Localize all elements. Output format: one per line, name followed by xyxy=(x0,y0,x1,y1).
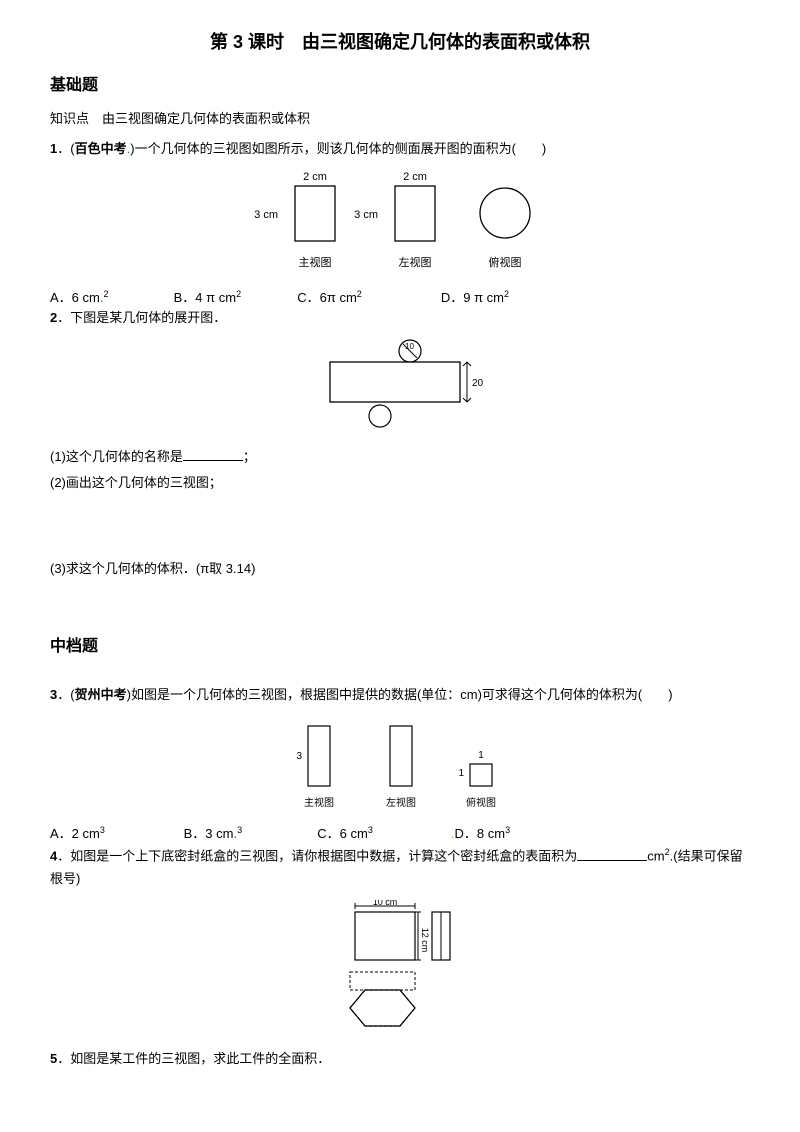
q2-num: 2 xyxy=(50,310,57,325)
page-title: 第 3 课时 由三视图确定几何体的表面积或体积 xyxy=(50,30,750,55)
q1-cap3: 俯视图 xyxy=(489,255,522,269)
q1-lbl-side2: 3 cm xyxy=(354,209,378,221)
q3-cap2: 左视图 xyxy=(386,796,416,809)
q2-sub1: (1)这个几何体的名称是； xyxy=(50,448,750,466)
q3-cap1: 主视图 xyxy=(304,796,334,809)
q3-num: 3 xyxy=(50,687,57,702)
q1-options: A．6 cm.2 B．4 π cm2 C．6π cm2 D．9 π cm2 xyxy=(50,288,750,308)
q3-figure: 3 主视图 左视图 1 1 俯视图 xyxy=(50,714,750,814)
q1-line: 1．(百色中考.)一个几何体的三视图如图所示，则该几何体的侧面展开图的面积为( … xyxy=(50,140,750,158)
q2-sub3: (3)求这个几何体的体积．(π取 3.14) xyxy=(50,560,750,578)
q1-text: 一个几何体的三视图如图所示，则该几何体的侧面展开图的面积为( ) xyxy=(135,141,547,156)
q4-h: 12 cm xyxy=(420,928,430,953)
q1-num: 1 xyxy=(50,141,57,156)
section-mid: 中档题 xyxy=(50,636,750,658)
q2-line: 2．下图是某几何体的展开图． xyxy=(50,309,750,327)
q5-line: 5．如图是某工件的三视图，求此工件的全面积． xyxy=(50,1050,750,1068)
blank-fill-2[interactable] xyxy=(577,849,647,861)
q3-options: A．2 cm3 B．3 cm.3 C．6 cm3 .D．8 cm3 xyxy=(50,824,750,844)
q3-text: 如图是一个几何体的三视图，根据图中提供的数据(单位：cm)可求得这个几何体的体积… xyxy=(131,687,673,702)
q1-lbl-side1: 3 cm xyxy=(254,209,278,221)
q1-source: 百色中考 xyxy=(75,141,127,156)
q1-cap2: 左视图 xyxy=(399,255,432,269)
q3-optC: C．6 cm xyxy=(317,825,368,843)
q2-text: 下图是某几何体的展开图． xyxy=(70,310,226,325)
section-basic: 基础题 xyxy=(50,75,750,97)
q4-figure: 10 cm 12 cm xyxy=(50,900,750,1040)
q4-num: 4 xyxy=(50,849,57,864)
q2-h: 20 xyxy=(472,378,484,389)
q1-lbl-top1: 2 cm xyxy=(303,171,327,183)
q4-line: 4．如图是一个上下底密封纸盒的三视图，请你根据图中数据，计算这个密封纸盒的表面积… xyxy=(50,845,750,890)
q3-source: 贺州中考 xyxy=(75,687,127,702)
q1-lbl-top2: 2 cm xyxy=(403,171,427,183)
q4-texta: 如图是一个上下底密封纸盒的三视图，请你根据图中数据，计算这个密封纸盒的表面积为 xyxy=(70,849,577,864)
q2-diam: 10 xyxy=(405,342,414,351)
q1-figure: 2 cm 3 cm 主视图 2 cm 3 cm 左视图 俯视图 xyxy=(50,168,750,278)
knowledge-point: 知识点 由三视图确定几何体的表面积或体积 xyxy=(50,110,750,128)
q2-figure: 10 20 xyxy=(50,338,750,438)
q1-optC: C．6π cm xyxy=(297,289,357,307)
q3-optD: D．8 cm xyxy=(455,825,506,843)
q3-optA: A．2 cm xyxy=(50,825,100,843)
q3-optB: B．3 cm xyxy=(184,825,234,843)
q1-optA: A．6 cm xyxy=(50,289,100,307)
blank-fill[interactable] xyxy=(183,449,243,461)
q3-line: 3．(贺州中考)如图是一个几何体的三视图，根据图中提供的数据(单位：cm)可求得… xyxy=(50,686,750,704)
q3-h: 3 xyxy=(296,751,302,762)
q1-cap1: 主视图 xyxy=(299,255,332,269)
q1-dot: . xyxy=(127,141,131,156)
q3-cap3: 俯视图 xyxy=(466,796,496,809)
q3-d: 1 xyxy=(458,768,464,779)
q5-text: 如图是某工件的三视图，求此工件的全面积． xyxy=(70,1051,330,1066)
q1-optD: D．9 π cm xyxy=(441,289,504,307)
q2-sub2: (2)画出这个几何体的三视图； xyxy=(50,474,750,492)
q4-w: 10 cm xyxy=(373,900,398,907)
q3-w: 1 xyxy=(478,750,484,761)
q1-optB: B．4 π cm xyxy=(174,289,236,307)
q5-num: 5 xyxy=(50,1051,57,1066)
